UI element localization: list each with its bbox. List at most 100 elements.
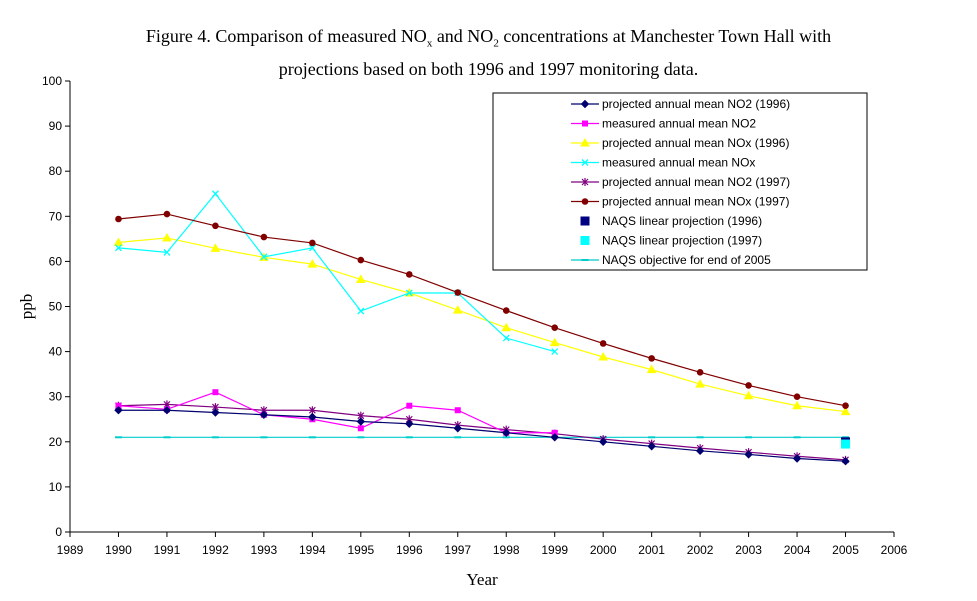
data-point — [502, 334, 510, 342]
series-line — [118, 237, 846, 413]
x-tick-label: 1992 — [202, 543, 229, 557]
x-tick-label: 2004 — [784, 543, 811, 557]
data-point — [695, 379, 705, 388]
data-point — [551, 324, 559, 331]
axes: 0 10 20 30 40 50 60 70 80 90 100 1989 1990 1991 1992 19… — [42, 74, 908, 557]
data-point — [745, 382, 752, 389]
data-point — [599, 340, 607, 347]
title-part-b: and NO — [432, 26, 494, 46]
data-point — [115, 402, 122, 409]
chart-title-line-1: Figure 4. Comparison of measured NOx and… — [0, 24, 977, 57]
series-layer — [113, 190, 851, 466]
y-tick-label: 0 — [55, 525, 62, 539]
data-point — [163, 248, 171, 256]
data-point — [454, 407, 461, 414]
data-point — [647, 442, 656, 451]
title-part-a: Figure 4. Comparison of measured NO — [145, 26, 427, 46]
series-line — [118, 192, 555, 353]
data-point — [793, 393, 801, 401]
legend-item: projected annual mean NO2 (1997) — [571, 175, 790, 189]
data-point — [357, 307, 365, 315]
title-sub-x: x — [426, 37, 433, 50]
data-point — [646, 364, 657, 374]
y-tick-label: 80 — [49, 164, 63, 178]
data-point — [260, 253, 268, 261]
data-point — [211, 190, 219, 198]
y-tick-label: 40 — [49, 345, 63, 359]
series-5 — [115, 210, 849, 410]
data-point — [551, 429, 558, 436]
series-7 — [841, 439, 851, 449]
data-point — [162, 406, 172, 415]
x-tick-label: 1999 — [541, 543, 568, 557]
x-tick-label: 2005 — [832, 543, 859, 557]
data-point — [114, 406, 123, 415]
y-tick-label: 100 — [42, 74, 62, 88]
series-0 — [114, 406, 850, 466]
chart-title: Figure 4. Comparison of measured NOx and… — [0, 24, 977, 82]
legend-label: NAQS objective for end of 2005 — [602, 253, 771, 267]
x-axis-title: Year — [466, 570, 498, 589]
series-line — [118, 409, 846, 462]
y-tick-label: 10 — [49, 480, 63, 494]
data-point — [115, 244, 122, 252]
data-point — [841, 439, 851, 449]
data-point — [212, 389, 219, 396]
legend-label: projected annual mean NOx (1996) — [602, 136, 789, 150]
title-sub-2: 2 — [493, 37, 499, 50]
legend-marker — [581, 198, 589, 205]
data-point — [744, 450, 753, 459]
data-point — [307, 259, 318, 268]
data-point — [405, 419, 414, 428]
legend-marker — [581, 178, 589, 186]
data-point — [648, 355, 655, 362]
data-point — [211, 408, 220, 417]
data-point — [405, 289, 413, 297]
legend-label: measured annual mean NO2 — [602, 117, 756, 131]
legend-item: measured annual mean NO2 — [571, 117, 756, 131]
x-tick-label: 1996 — [396, 543, 423, 557]
x-tick-label: 1998 — [493, 543, 520, 557]
data-point — [598, 352, 609, 361]
data-point — [356, 417, 366, 426]
x-tick-label: 1990 — [105, 543, 132, 557]
series-2 — [113, 232, 851, 416]
data-point — [308, 244, 316, 252]
data-point — [405, 271, 413, 278]
data-point — [792, 400, 802, 410]
data-point — [454, 289, 462, 296]
x-tick-label: 2006 — [881, 543, 908, 557]
data-point — [260, 233, 268, 241]
x-tick-label: 1997 — [444, 543, 471, 557]
data-point — [743, 390, 754, 400]
x-tick-label: 2000 — [590, 543, 617, 557]
legend-box — [492, 92, 868, 271]
data-point — [452, 305, 463, 314]
data-point — [840, 406, 851, 416]
legend-item: projected annual mean NOx (1996) — [571, 136, 789, 150]
x-tick-label: 1994 — [299, 543, 326, 557]
x-tick-label: 1989 — [57, 543, 84, 557]
legend-label: measured annual mean NOx — [602, 156, 755, 170]
y-tick-label: 50 — [49, 300, 63, 314]
data-point — [163, 210, 171, 218]
y-axis-title: ppb — [17, 294, 36, 320]
data-point — [259, 410, 269, 419]
data-point — [502, 307, 510, 314]
x-tick-label: 2001 — [638, 543, 665, 557]
data-point — [598, 437, 608, 447]
data-point — [696, 369, 704, 376]
legend-marker — [582, 120, 588, 127]
legend-marker — [581, 159, 589, 166]
data-point — [309, 239, 316, 247]
y-tick-label: 70 — [49, 209, 63, 223]
data-point — [210, 243, 221, 252]
data-point — [549, 337, 560, 347]
data-point — [551, 348, 559, 356]
legend-marker — [580, 236, 590, 245]
legend-label: projected annual mean NOx (1997) — [602, 195, 789, 209]
legend-item: projected annual mean NO2 (1996) — [571, 97, 790, 111]
data-point — [162, 232, 172, 242]
series-3 — [115, 190, 559, 356]
